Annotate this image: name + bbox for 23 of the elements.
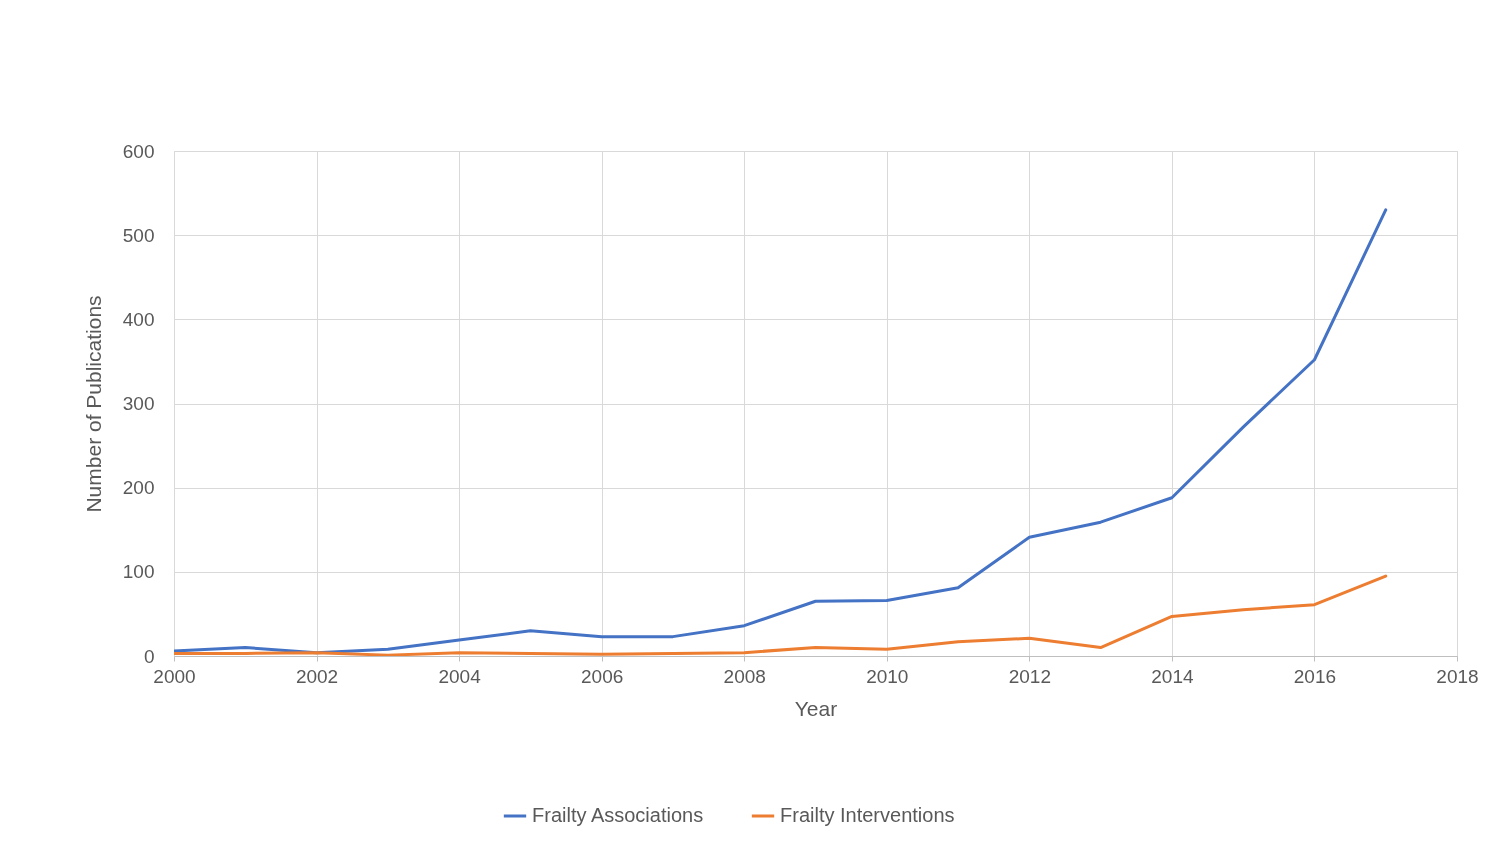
line-series xyxy=(174,208,1388,655)
y-tick-label: 600 xyxy=(122,140,155,162)
y-tick-label: 500 xyxy=(122,224,155,246)
legend-label: Frailty Associations xyxy=(532,804,704,826)
y-tick-label: 200 xyxy=(122,477,155,499)
x-tick-label: 2000 xyxy=(153,665,196,687)
x-axis-title: Year xyxy=(794,696,838,720)
x-tick-label: 2006 xyxy=(581,665,624,687)
x-tick-label: 2014 xyxy=(1151,665,1194,687)
x-tick-label: 2012 xyxy=(1008,665,1051,687)
x-tick-label: 2018 xyxy=(1436,665,1479,687)
y-tick-label: 300 xyxy=(122,393,155,414)
x-tick-label: 2010 xyxy=(866,665,909,687)
legend-label: Frailty Interventions xyxy=(780,804,955,826)
y-tick-label: 400 xyxy=(122,308,155,330)
x-tick-label: 2002 xyxy=(295,665,339,687)
x-tick-label: 2008 xyxy=(723,665,766,687)
y-axis-title: Number of Publications xyxy=(81,295,105,513)
y-tick-label: 100 xyxy=(122,561,155,583)
x-tick-label: 2016 xyxy=(1293,665,1337,687)
line-series xyxy=(174,574,1388,656)
x-tick-label: 2004 xyxy=(438,665,482,687)
y-tick-label: 0 xyxy=(143,645,155,667)
